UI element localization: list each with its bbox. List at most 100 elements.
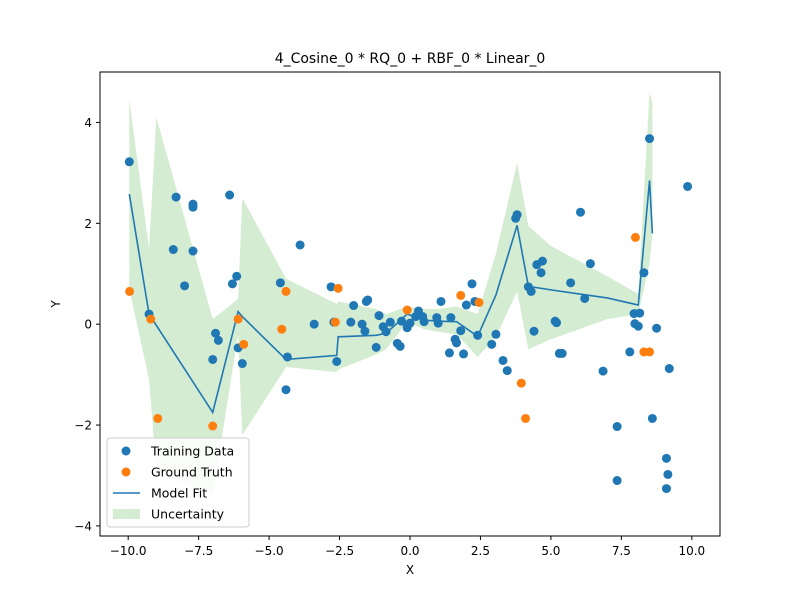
uncertainty-band — [129, 92, 653, 496]
ground-truth-point — [521, 413, 531, 423]
training-point — [188, 246, 198, 256]
training-point — [645, 134, 655, 144]
training-point — [211, 328, 221, 338]
training-point — [580, 293, 590, 303]
training-point — [124, 157, 134, 167]
training-point — [332, 356, 342, 366]
legend-marker — [113, 509, 140, 519]
training-point — [661, 484, 671, 494]
x-tick-label: 0.0 — [400, 544, 419, 558]
training-point — [381, 327, 391, 337]
training-point — [275, 278, 285, 288]
training-point — [363, 295, 373, 305]
training-point — [419, 317, 429, 327]
x-tick-label: −5.0 — [255, 544, 284, 558]
training-point — [536, 268, 546, 278]
training-point — [526, 286, 536, 296]
training-point — [612, 476, 622, 486]
x-tick-label: 7.5 — [612, 544, 631, 558]
ground-truth-point — [277, 324, 287, 334]
training-point — [456, 326, 466, 336]
ground-truth-point — [233, 314, 243, 324]
legend-label: Uncertainty — [151, 507, 225, 522]
legend-label: Training Data — [150, 444, 234, 459]
training-point — [405, 318, 415, 328]
training-point — [346, 317, 356, 327]
training-point — [188, 202, 198, 212]
ground-truth-point — [474, 297, 484, 307]
training-point — [349, 301, 359, 311]
training-point — [227, 279, 237, 289]
training-point — [664, 364, 674, 374]
training-point — [625, 347, 635, 357]
x-tick-label: −7.5 — [184, 544, 213, 558]
training-point — [612, 422, 622, 432]
training-point — [281, 385, 291, 395]
training-point — [663, 469, 673, 479]
y-tick-label: 2 — [84, 217, 92, 231]
training-point — [180, 281, 190, 291]
ground-truth-point — [645, 347, 655, 357]
uncertainty-layer — [129, 92, 653, 496]
training-point — [498, 355, 508, 365]
y-axis: −4 −2 0 2 4 — [74, 116, 100, 533]
training-point — [213, 335, 223, 345]
legend-label: Ground Truth — [151, 465, 233, 480]
training-point — [452, 338, 461, 348]
training-point — [633, 321, 643, 331]
training-point — [360, 326, 370, 336]
training-point — [282, 352, 292, 362]
training-points-layer — [124, 134, 693, 494]
x-tick-label: 10.0 — [678, 544, 705, 558]
training-point — [652, 323, 662, 333]
training-point — [168, 245, 178, 255]
x-tick-label: −2.5 — [325, 544, 354, 558]
training-point — [557, 348, 567, 358]
training-point — [585, 259, 595, 269]
legend: Training Data Ground Truth Model Fit Uncert… — [106, 437, 250, 528]
plot-area — [124, 92, 693, 496]
y-tick-label: 0 — [84, 318, 92, 332]
training-point — [225, 190, 235, 200]
training-point — [208, 354, 218, 364]
training-point — [171, 192, 181, 202]
training-point — [491, 329, 501, 339]
training-point — [467, 279, 477, 289]
x-tick-label: 2.5 — [471, 544, 490, 558]
training-point — [461, 300, 471, 310]
training-point — [566, 278, 576, 288]
training-point — [295, 240, 305, 250]
training-point — [598, 366, 608, 376]
x-axis-label: X — [406, 563, 414, 577]
legend-label: Model Fit — [151, 486, 207, 501]
ground-truth-point — [516, 378, 526, 388]
training-point — [436, 296, 446, 306]
training-point — [444, 348, 454, 358]
legend-box — [106, 437, 250, 528]
ground-truth-point — [146, 314, 156, 324]
training-point — [635, 308, 645, 318]
training-point — [661, 453, 671, 463]
training-point — [552, 318, 562, 328]
ground-truth-point — [330, 317, 340, 327]
training-point — [576, 207, 585, 217]
ground-truth-point — [630, 232, 640, 242]
training-point — [309, 319, 319, 329]
training-point — [502, 366, 512, 376]
x-tick-label: −10.0 — [110, 544, 147, 558]
training-point — [395, 341, 405, 351]
legend-marker — [121, 467, 131, 477]
training-point — [683, 181, 693, 191]
training-point — [446, 313, 456, 323]
ground-truth-point — [125, 286, 135, 296]
training-point — [529, 326, 539, 336]
ground-truth-point — [402, 305, 412, 315]
x-tick-label: 5.0 — [541, 544, 560, 558]
training-point — [537, 256, 547, 266]
training-point — [512, 210, 522, 220]
ground-truth-point — [153, 413, 163, 423]
training-point — [371, 342, 381, 352]
ground-truth-point — [208, 421, 218, 431]
y-tick-label: 4 — [84, 116, 92, 130]
